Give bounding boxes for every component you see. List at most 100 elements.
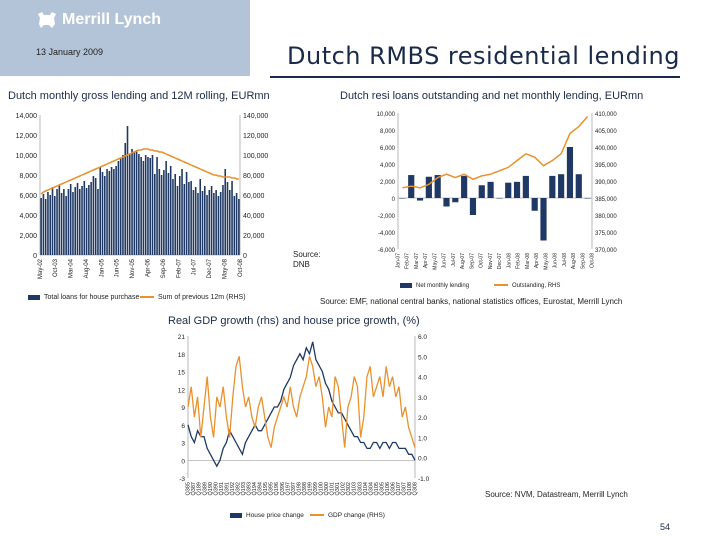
left-tick-label: 10,000 xyxy=(16,153,38,160)
x-tick-label: Mar-08 xyxy=(525,253,531,269)
right-tick-label: -1.0 xyxy=(418,476,430,483)
chart1-title: Dutch monthly gross lending and 12M roll… xyxy=(8,90,270,102)
x-tick-label: Q391 xyxy=(224,482,230,495)
bar xyxy=(144,155,147,255)
x-tick-label: Q192 xyxy=(230,482,236,495)
bar xyxy=(138,154,140,255)
right-tick-label: 20,000 xyxy=(243,233,265,240)
bar xyxy=(228,190,231,255)
left-tick-label: 14,000 xyxy=(16,113,38,120)
bar xyxy=(416,198,424,201)
bar xyxy=(147,157,149,255)
x-tick-label: Q393 xyxy=(247,482,253,495)
x-tick-label: Q105 xyxy=(374,482,380,495)
bar xyxy=(97,189,99,255)
bar xyxy=(44,199,47,255)
bar xyxy=(224,169,227,255)
x-tick-label: Jul-08 xyxy=(562,253,568,267)
bar xyxy=(531,198,538,211)
bar xyxy=(540,198,547,241)
x-tick-label: Q390 xyxy=(213,482,219,495)
right-tick-label: 405,000 xyxy=(595,129,617,135)
legend-swatch-series-1 xyxy=(28,295,40,300)
chart2-title: Dutch resi loans outstanding and net mon… xyxy=(340,90,644,102)
bar xyxy=(215,190,217,255)
right-tick-label: 400,000 xyxy=(595,146,617,152)
chart1-source: Source: DNB xyxy=(293,250,321,269)
bar xyxy=(160,175,163,255)
x-tick-label: Oct-07 xyxy=(479,253,485,268)
x-tick-label: Q389 xyxy=(202,482,208,495)
bar xyxy=(575,174,582,198)
bar xyxy=(549,175,556,198)
left-tick-label: -6,000 xyxy=(378,248,396,254)
bar xyxy=(478,185,485,198)
bar xyxy=(42,194,45,255)
bar xyxy=(566,147,574,198)
bar xyxy=(151,155,154,255)
x-tick-label: Q302 xyxy=(346,482,352,495)
x-tick-label: Q307 xyxy=(402,482,408,495)
left-tick-label: 6 xyxy=(181,423,185,430)
x-tick-label: Q399 xyxy=(313,482,319,495)
right-tick-label: 60,000 xyxy=(243,193,265,200)
bar xyxy=(163,170,165,255)
left-tick-label: 4,000 xyxy=(380,163,396,169)
x-tick-label: May-08 xyxy=(222,258,228,279)
x-tick-label: Jun-07 xyxy=(442,253,448,269)
bar xyxy=(72,192,74,255)
left-tick-label: 9 xyxy=(181,405,185,412)
x-tick-label: Q196 xyxy=(274,482,280,495)
chart3-gdp-house-price: 211815129630-36.05.04.03.02.01.00.0-1.0Q… xyxy=(178,334,430,519)
right-tick-label: 395,000 xyxy=(595,163,617,169)
bar xyxy=(197,193,199,255)
x-tick-label: Oct-03 xyxy=(53,258,59,277)
bar xyxy=(76,183,79,255)
x-tick-label: Apr-07 xyxy=(423,253,429,268)
bar xyxy=(103,176,106,255)
bar xyxy=(217,196,220,255)
right-tick-label: 100,000 xyxy=(243,153,268,160)
x-tick-label: Jan-05 xyxy=(99,258,105,277)
logo-text: Merrill Lynch xyxy=(62,11,161,28)
x-tick-label: Q395 xyxy=(269,482,275,495)
bar xyxy=(206,195,208,255)
x-tick-label: Q191 xyxy=(219,482,225,495)
bar xyxy=(165,161,167,255)
right-tick-label: 40,000 xyxy=(243,213,265,220)
x-tick-label: Apr-06 xyxy=(145,258,151,277)
legend-label-series-2: Sum of previous 12m (RHS) xyxy=(158,294,246,301)
bar xyxy=(425,176,432,198)
bar xyxy=(51,187,54,255)
bar xyxy=(201,191,204,255)
x-tick-label: May-08 xyxy=(543,253,549,270)
x-tick-label: Jun-08 xyxy=(553,253,559,269)
bar xyxy=(178,176,181,255)
bar xyxy=(190,181,192,255)
bar xyxy=(174,174,177,255)
bar xyxy=(505,182,512,198)
x-tick-label: Sep-08 xyxy=(580,253,586,269)
bar xyxy=(49,195,52,255)
bar xyxy=(167,173,170,255)
bar xyxy=(58,185,61,255)
bar xyxy=(158,169,161,255)
x-tick-label: Q107 xyxy=(396,482,402,495)
x-tick-label: Feb-07 xyxy=(405,253,411,269)
right-tick-label: 3.0 xyxy=(418,395,427,402)
title-rule xyxy=(270,76,680,78)
left-tick-label: 18 xyxy=(178,352,186,359)
bar xyxy=(194,187,197,255)
x-tick-label: Q199 xyxy=(307,482,313,495)
legend-label-series-1: Net monthly lending xyxy=(416,283,469,289)
bar xyxy=(219,192,222,255)
bar xyxy=(183,184,186,255)
x-tick-label: Q195 xyxy=(263,482,269,495)
bar xyxy=(88,185,90,255)
legend-label-series-2: Outstanding, RHS xyxy=(512,283,560,289)
bar xyxy=(92,176,95,255)
x-tick-label: Aug-07 xyxy=(460,253,466,269)
left-tick-label: 6,000 xyxy=(380,146,396,152)
right-tick-label: 370,000 xyxy=(595,248,617,254)
legend-label-series-1: House price change xyxy=(246,512,304,519)
